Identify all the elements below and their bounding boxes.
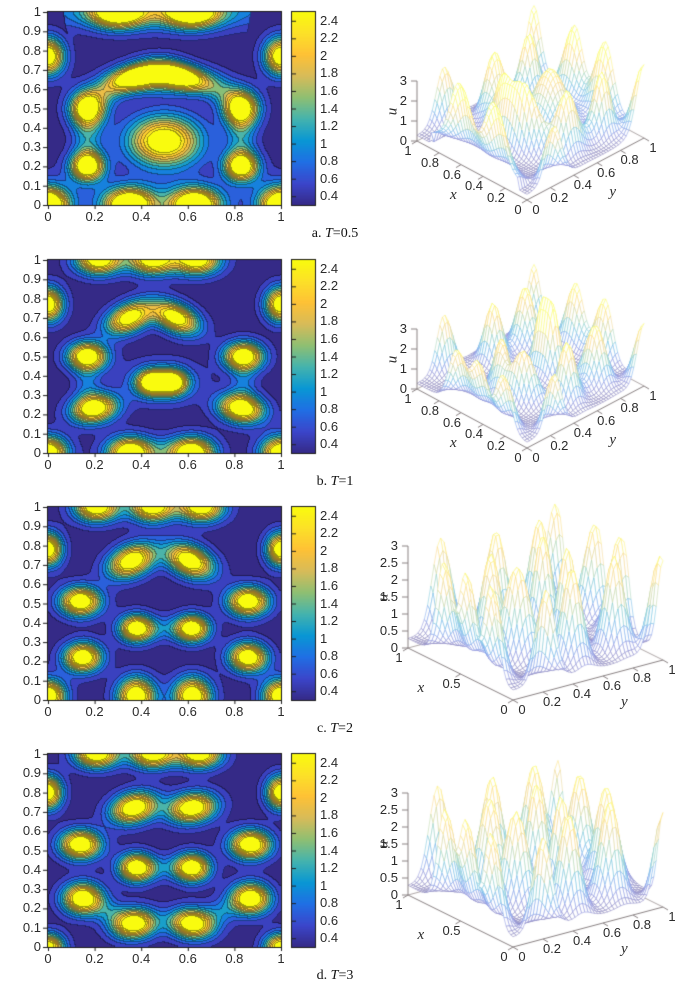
surface-plot-a: 1 0.8 0.6 0.4 0.2 0 0 0.2 0.4 0.6 0.8 1 0 1 2 3 x y u <box>350 0 700 247</box>
surface-plot-d: 1 0.5 0 0 0.2 0.4 0.6 0.8 1 0 0.5 1 1.5 2 2.5 3 x y u <box>350 742 700 989</box>
caption-c: c. T=2 <box>317 721 353 736</box>
surface-plot-b: 1 0.8 0.6 0.4 0.2 0 0 0.2 0.4 0.6 0.8 1 0 1 2 3 x y u <box>350 248 700 495</box>
figure-row-a: 0 0.2 0.4 0.6 0.8 1 0 0.1 0.2 0.3 0.4 0.5 0.6 0.7 0.8 0… <box>0 0 700 247</box>
caption-a: a. T=0.5 <box>311 226 359 241</box>
surface-canvas-a <box>350 0 700 247</box>
contour-canvas-d <box>0 742 350 989</box>
contour-canvas-b <box>0 248 350 495</box>
contour-plot-a: 0 0.2 0.4 0.6 0.8 1 0 0.1 0.2 0.3 0.4 0.5 0.6 0.7 0.8 0… <box>0 0 350 247</box>
caption-d: d. T=3 <box>316 968 354 983</box>
surface-canvas-c <box>350 495 700 742</box>
caption-b: b. T=1 <box>316 474 354 489</box>
contour-canvas-a <box>0 0 350 247</box>
figure-row-c: 0 0.2 0.4 0.6 0.8 1 0 0.1 0.2 0.3 0.4 0.5 0.6 0.7 0.8 0… <box>0 495 700 742</box>
surface-canvas-d <box>350 742 700 989</box>
contour-plot-b: 0 0.2 0.4 0.6 0.8 1 0 0.1 0.2 0.3 0.4 0.5 0.6 0.7 0.8 0… <box>0 248 350 495</box>
figure-row-b: 0 0.2 0.4 0.6 0.8 1 0 0.1 0.2 0.3 0.4 0.5 0.6 0.7 0.8 0… <box>0 248 700 495</box>
contour-plot-d: 0 0.2 0.4 0.6 0.8 1 0 0.1 0.2 0.3 0.4 0.5 0.6 0.7 0.8 0… <box>0 742 350 989</box>
figure-row-d: 0 0.2 0.4 0.6 0.8 1 0 0.1 0.2 0.3 0.4 0.5 0.6 0.7 0.8 0… <box>0 742 700 989</box>
surface-plot-c: 1 0.5 0 0 0.2 0.4 0.6 0.8 1 0 0.5 1 1.5 2 2.5 3 x y u <box>350 495 700 742</box>
contour-plot-c: 0 0.2 0.4 0.6 0.8 1 0 0.1 0.2 0.3 0.4 0.5 0.6 0.7 0.8 0… <box>0 495 350 742</box>
surface-canvas-b <box>350 248 700 495</box>
contour-canvas-c <box>0 495 350 742</box>
